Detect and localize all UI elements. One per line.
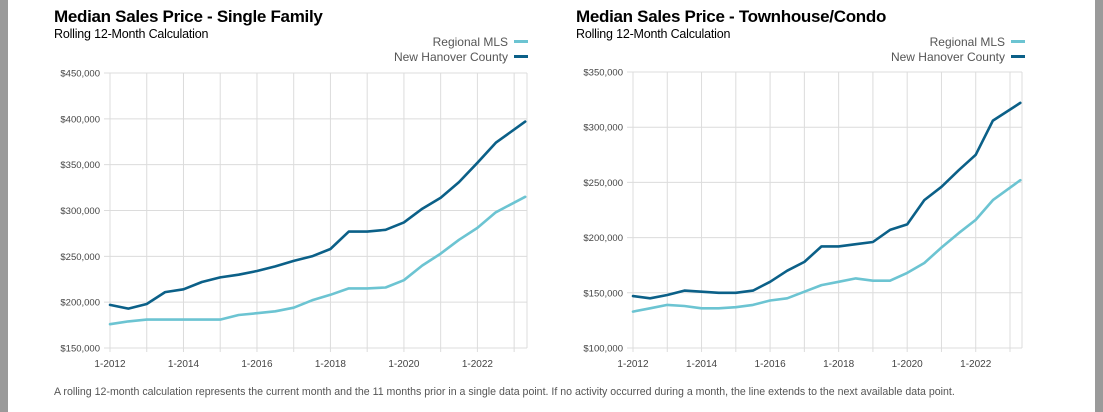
x-tick-label: 1-2016 <box>755 359 787 370</box>
legend-label: New Hanover County <box>890 49 1005 64</box>
legend-label: New Hanover County <box>393 49 508 64</box>
footnote: A rolling 12-month calculation represent… <box>54 386 955 398</box>
legend-swatch-regional <box>514 40 528 43</box>
chart-title: Median Sales Price - Townhouse/Condo <box>576 7 887 26</box>
legend-item-county: New Hanover County <box>394 49 528 64</box>
window-edge-left <box>0 0 8 412</box>
x-tick-label: 1-2012 <box>94 359 126 370</box>
x-tick-label: 1-2020 <box>388 359 420 370</box>
y-tick-label: $300,000 <box>60 206 100 217</box>
legend-label: Regional MLS <box>432 34 508 49</box>
legend-item-regional: Regional MLS <box>394 34 528 49</box>
y-tick-label: $200,000 <box>583 233 623 244</box>
legend-item-regional: Regional MLS <box>891 34 1025 49</box>
y-tick-label: $100,000 <box>583 344 623 355</box>
series-line-regional <box>108 195 527 326</box>
chart-panel-single-family: Median Sales Price - Single Family Rolli… <box>0 0 550 380</box>
legend-item-county: New Hanover County <box>891 49 1025 64</box>
y-tick-label: $350,000 <box>583 68 623 79</box>
line-chart-townhouse-condo: $100,000 $150,000 $200,000 $250,000 $300,000… <box>583 68 1023 370</box>
x-tick-label: 1-2018 <box>315 359 347 370</box>
y-tick-label: $150,000 <box>583 288 623 299</box>
legend-label: Regional MLS <box>929 34 1005 49</box>
series-line-county <box>108 120 527 310</box>
y-tick-label: $400,000 <box>60 114 100 125</box>
chart-legend: Regional MLS New Hanover County <box>891 34 1025 64</box>
y-tick-label: $200,000 <box>60 298 100 309</box>
line-chart-single-family: $150,000 $200,000 $250,000 $300,000 $350,000… <box>60 69 528 370</box>
y-tick-label: $250,000 <box>583 178 623 189</box>
y-tick-label: $450,000 <box>60 69 100 80</box>
x-tick-label: 1-2022 <box>960 359 992 370</box>
chart-title: Median Sales Price - Single Family <box>54 7 323 26</box>
chart-panel-townhouse-condo: Median Sales Price - Townhouse/Condo Rol… <box>550 0 1095 380</box>
y-tick-label: $300,000 <box>583 123 623 134</box>
chart-legend: Regional MLS New Hanover County <box>394 34 528 64</box>
y-tick-label: $150,000 <box>60 344 100 355</box>
y-tick-label: $250,000 <box>60 252 100 263</box>
series-line-regional <box>631 178 1022 313</box>
y-tick-label: $350,000 <box>60 160 100 171</box>
legend-swatch-county <box>514 55 528 58</box>
x-tick-label: 1-2022 <box>462 359 494 370</box>
chart-subtitle: Rolling 12-Month Calculation <box>54 27 209 41</box>
series-line-county <box>631 101 1022 300</box>
legend-swatch-county <box>1011 55 1025 58</box>
x-tick-label: 1-2018 <box>823 359 855 370</box>
scrollbar-track[interactable] <box>1095 0 1103 412</box>
x-tick-label: 1-2012 <box>617 359 649 370</box>
legend-swatch-regional <box>1011 40 1025 43</box>
x-tick-label: 1-2014 <box>168 359 200 370</box>
chart-subtitle: Rolling 12-Month Calculation <box>576 27 731 41</box>
x-tick-label: 1-2020 <box>892 359 924 370</box>
x-tick-label: 1-2016 <box>241 359 273 370</box>
x-tick-label: 1-2014 <box>686 359 718 370</box>
